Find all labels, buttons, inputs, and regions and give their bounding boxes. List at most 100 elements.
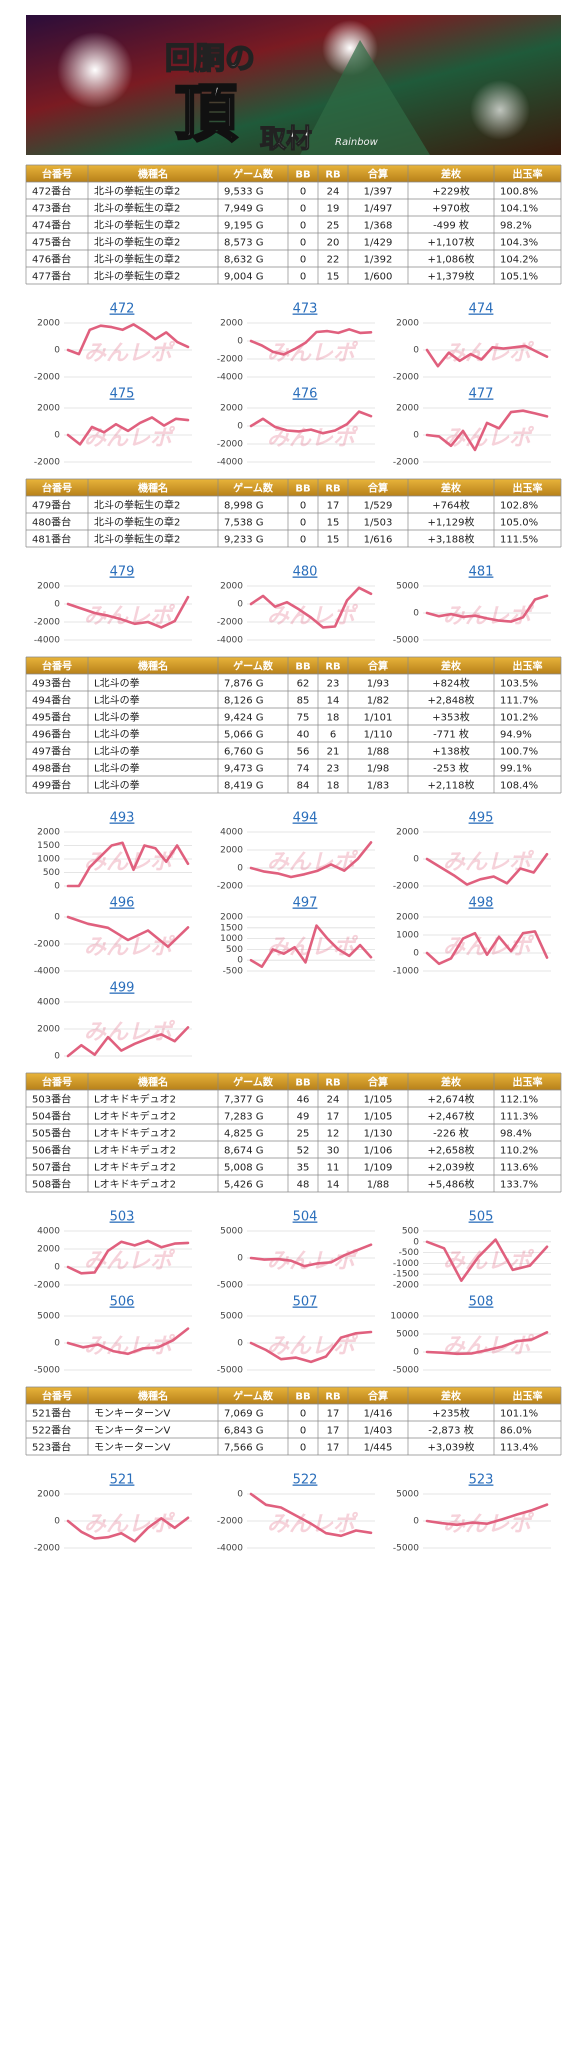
data-line	[425, 409, 549, 452]
column-header: 出玉率	[513, 660, 543, 673]
column-header: 台番号	[42, 1390, 72, 1403]
table-cell: 0	[300, 204, 306, 215]
table-cell: 1/83	[367, 781, 389, 792]
table-cell: 0	[300, 501, 306, 512]
table-cell: 94.9%	[500, 730, 532, 741]
table-cell: 9,004 G	[224, 272, 264, 283]
table-cell: 9,533 G	[224, 187, 264, 198]
table-cell: 49	[297, 1112, 310, 1123]
y-tick-label: -1500	[393, 1270, 419, 1280]
table-cell: 75	[297, 713, 310, 724]
y-tick-label: 1500	[220, 923, 243, 933]
table-cell: 17	[327, 501, 340, 512]
table-cell: 24	[327, 187, 340, 198]
table-cell: 46	[297, 1095, 310, 1106]
table-row-bg	[26, 1421, 561, 1438]
table-cell: 7,566 G	[224, 1443, 264, 1454]
mini-chart: 499 0 2000 4000 みんレポ	[37, 981, 192, 1062]
y-tick-label: -5000	[393, 1366, 419, 1376]
y-tick-label: 1500	[37, 841, 60, 851]
chart-title: 498	[469, 896, 494, 911]
table-cell: 104.3%	[500, 238, 538, 249]
column-header: RB	[325, 662, 340, 673]
table-row-bg	[26, 708, 561, 725]
table-cell: +1,107枚	[427, 236, 474, 249]
table-cell: Lオキドキデュオ2	[94, 1093, 176, 1106]
table-cell: -226 枚	[433, 1127, 469, 1140]
data-line	[249, 1243, 373, 1268]
table-row-bg	[26, 496, 561, 513]
banner-brand: Rainbow	[335, 137, 379, 148]
table-cell: 85	[297, 696, 310, 707]
table-row-bg	[26, 233, 561, 250]
table-cell: 476番台	[32, 253, 71, 266]
table-cell: +1,379枚	[427, 270, 474, 283]
table-header-bg	[26, 479, 561, 496]
data-line	[425, 594, 549, 623]
table-cell: 101.1%	[500, 1409, 538, 1420]
mini-chart: 479 -4000 -2000 0 2000 みんレポ	[34, 565, 192, 646]
table-row-bg	[26, 250, 561, 267]
data-line	[66, 1516, 190, 1543]
y-tick-label: -500	[223, 967, 244, 977]
chart-title: 479	[110, 565, 135, 580]
watermark: みんレポ	[443, 1333, 535, 1359]
y-tick-label: 0	[54, 1052, 60, 1062]
table-cell: 1/368	[364, 221, 393, 232]
table-cell: 56	[297, 747, 310, 758]
y-tick-label: 1000	[220, 934, 243, 944]
column-header: 合算	[367, 660, 388, 673]
data-line	[66, 1327, 190, 1356]
table-cell: 496番台	[32, 728, 71, 741]
y-tick-label: 0	[54, 913, 60, 923]
column-header: 出玉率	[513, 1390, 543, 1403]
table-cell: 508番台	[32, 1178, 71, 1191]
table-cell: 52	[297, 1146, 310, 1157]
table-cell: 15	[327, 272, 340, 283]
column-header: 機種名	[138, 168, 168, 181]
data-line	[66, 841, 190, 888]
table-cell: 23	[327, 764, 340, 775]
chart-title: 506	[110, 1295, 135, 1310]
table-row-bg	[26, 776, 561, 793]
y-tick-label: 5000	[220, 1227, 243, 1237]
y-tick-label: 5000	[220, 1312, 243, 1322]
data-line	[249, 1492, 373, 1538]
mini-chart: 504 -5000 0 5000 みんレポ	[217, 1210, 375, 1291]
table-cell: 18	[327, 713, 340, 724]
table-cell: 62	[297, 679, 310, 690]
watermark: みんレポ	[267, 1248, 359, 1274]
table-cell: 105.0%	[500, 518, 538, 529]
y-tick-label: -2000	[34, 373, 60, 383]
column-header: 合算	[367, 482, 388, 495]
chart-title: 477	[469, 387, 494, 402]
table-cell: 113.4%	[500, 1443, 538, 1454]
table-header-bg	[26, 165, 561, 182]
data-line	[66, 416, 190, 446]
column-header: 出玉率	[513, 1076, 543, 1089]
data-line	[66, 1239, 190, 1275]
y-tick-label: 2000	[37, 1490, 60, 1500]
y-tick-label: -1000	[393, 967, 419, 977]
table-header-bg	[26, 657, 561, 674]
table-cell: 8,419 G	[224, 781, 264, 792]
data-line	[249, 841, 373, 879]
y-tick-label: 4000	[37, 998, 60, 1008]
y-tick-label: 5000	[37, 1312, 60, 1322]
chart-title: 507	[293, 1295, 318, 1310]
table-cell: 5,008 G	[224, 1163, 264, 1174]
table-cell: 9,233 G	[224, 535, 264, 546]
y-tick-label: 2000	[396, 319, 419, 329]
table-cell: 506番台	[32, 1144, 71, 1157]
column-header: BB	[295, 1078, 310, 1089]
y-tick-label: 5000	[396, 1490, 419, 1500]
chart-title: 497	[293, 896, 318, 911]
table-row-bg	[26, 742, 561, 759]
table-cell: 19	[327, 204, 340, 215]
table-row-bg	[26, 1158, 561, 1175]
